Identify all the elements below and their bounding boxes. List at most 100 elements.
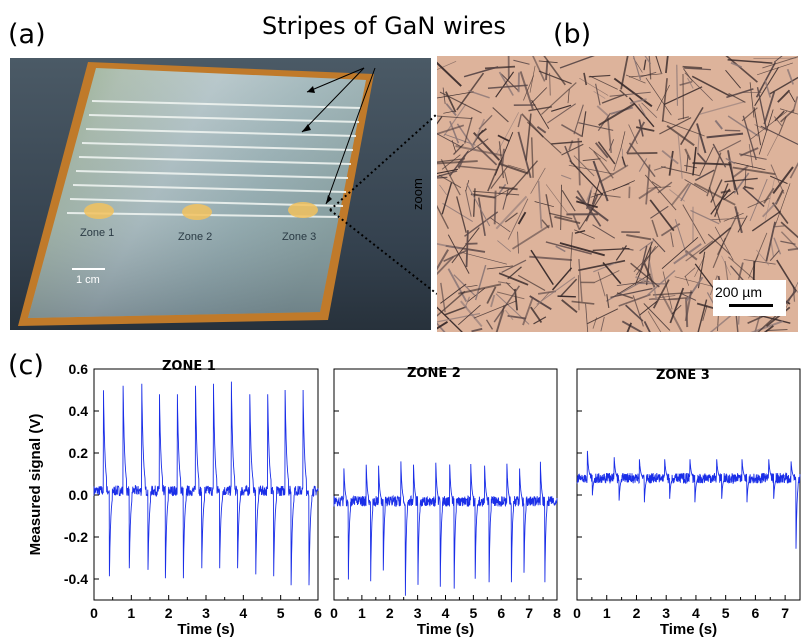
wire-needle xyxy=(497,134,510,143)
wire-needle xyxy=(467,287,486,303)
wire-needle xyxy=(699,146,714,176)
wire-needle xyxy=(455,145,503,157)
wire-needle xyxy=(699,101,745,115)
wire-needle xyxy=(437,306,463,332)
wire-needle xyxy=(770,164,785,194)
wire-needle xyxy=(643,303,671,331)
wire-needle xyxy=(529,65,536,93)
wire-needle xyxy=(441,182,453,215)
wire-needle xyxy=(487,84,528,89)
wire-needle xyxy=(732,165,750,179)
x-tick-label: 6 xyxy=(314,605,322,621)
wire-needle xyxy=(567,88,570,104)
chart-title-zone-1: ZONE 1 xyxy=(162,359,216,374)
wire-needle xyxy=(643,321,651,332)
wire-needle xyxy=(680,183,692,202)
wire-needle xyxy=(537,180,543,229)
wire-needle xyxy=(438,174,462,189)
wire-needle xyxy=(437,168,459,175)
wire-needle xyxy=(545,194,554,228)
wire-needle xyxy=(545,60,549,81)
wire-needle xyxy=(661,236,699,270)
x-tick-label: 6 xyxy=(497,605,505,621)
wire-needle xyxy=(522,296,534,326)
wire-needle xyxy=(724,129,741,132)
chart-zone-2: 0 1 2 3 4 5 6 7 8 Time (s) xyxy=(330,368,561,637)
wire-needle xyxy=(629,98,647,105)
wire-needle xyxy=(496,291,525,300)
signal-series xyxy=(333,461,558,596)
wire-needle xyxy=(648,260,658,301)
wire-needle xyxy=(694,263,715,290)
wire-needle xyxy=(501,148,505,167)
wire-needle xyxy=(671,182,690,206)
wire-needle xyxy=(743,259,776,265)
wire-needle xyxy=(718,140,742,153)
x-tick-label: 3 xyxy=(414,605,422,621)
wire-needle xyxy=(592,317,597,329)
wire-needle xyxy=(659,117,692,135)
wire-needle xyxy=(766,329,788,331)
wire-needle xyxy=(495,293,530,325)
wire-needle xyxy=(694,256,705,278)
wire-needle xyxy=(652,291,693,296)
wire-needle xyxy=(442,202,473,223)
wire-needle xyxy=(625,304,644,322)
wire-needle xyxy=(606,294,610,308)
wire-needle xyxy=(437,249,449,271)
wire-needle xyxy=(669,189,685,202)
wire-needle xyxy=(525,113,532,161)
wire-needle xyxy=(561,299,578,314)
wire-needle xyxy=(594,270,620,284)
wire-needle xyxy=(440,283,467,304)
wire-needle xyxy=(464,296,471,308)
signal-series xyxy=(576,450,801,549)
wire-needle xyxy=(497,240,512,252)
wire-needle xyxy=(530,167,546,194)
photo-a-drawing xyxy=(10,58,431,330)
wire-needle xyxy=(737,215,748,233)
wire-needle xyxy=(693,182,736,206)
zone-3-spot xyxy=(288,202,318,218)
wire-needle xyxy=(500,73,519,92)
wire-needle xyxy=(771,202,789,224)
wire-needle xyxy=(661,149,679,165)
wire-needle xyxy=(661,78,668,122)
wire-needle xyxy=(547,103,576,124)
scale-box-200um: 200 µm xyxy=(713,280,786,316)
wire-needle xyxy=(437,160,478,165)
wire-needle xyxy=(437,176,448,179)
wire-needle xyxy=(456,196,467,233)
wire-needle xyxy=(591,179,601,205)
wire-needle xyxy=(749,178,768,222)
wire-needle xyxy=(486,265,513,270)
wire-needle xyxy=(532,56,546,82)
wire-needle xyxy=(727,115,759,137)
wire-needle xyxy=(492,107,509,123)
wire-needle xyxy=(519,71,534,110)
wire-needle xyxy=(594,142,609,159)
wire-needle xyxy=(504,171,509,185)
x-tick-label: 0 xyxy=(330,605,338,621)
x-tick-label: 0 xyxy=(90,605,98,621)
chart-zone-1: 0 1 2 3 4 5 6 Time (s) -0.4 -0.2 0.0 0.2 0.4 0.6 Measu… xyxy=(27,361,322,637)
wire-needle xyxy=(697,299,708,332)
wire-needle xyxy=(507,164,526,171)
x-tick-label: 5 xyxy=(277,605,285,621)
signal-series xyxy=(93,381,319,586)
wire-needle xyxy=(501,259,527,273)
wire-needle xyxy=(662,271,673,310)
wire-needle xyxy=(545,184,568,214)
wire-needle xyxy=(728,93,746,103)
x-tick-label: 1 xyxy=(127,605,135,621)
wire-needle xyxy=(477,146,498,166)
wire-needle xyxy=(597,141,616,165)
wire-needle xyxy=(696,152,707,163)
wire-needle xyxy=(561,143,584,156)
wire-needle xyxy=(750,111,788,140)
wire-needle xyxy=(498,281,511,285)
wire-needle xyxy=(561,124,582,137)
wire-needle xyxy=(487,159,502,192)
wire-needle xyxy=(691,75,731,97)
wire-needle xyxy=(443,110,456,114)
